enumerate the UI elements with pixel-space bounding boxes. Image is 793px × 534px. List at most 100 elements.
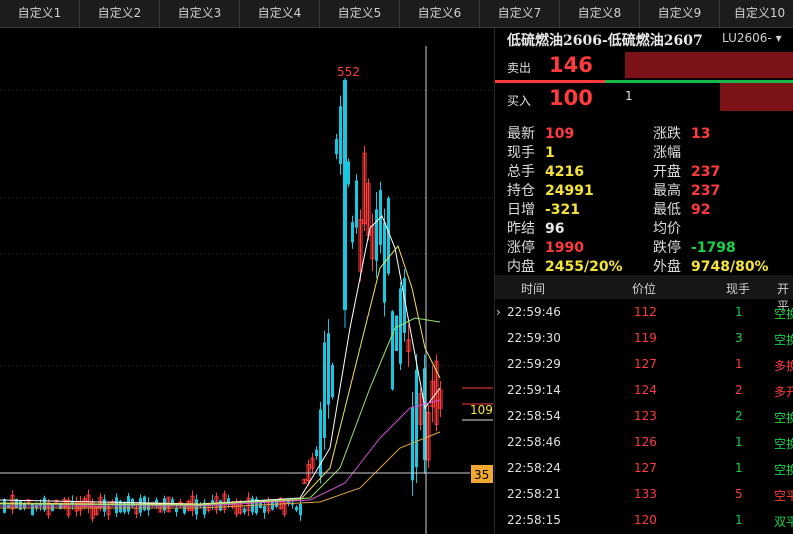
trade-row[interactable]: 22:58:15 120 1 双平 <box>495 507 793 533</box>
candle-body <box>10 494 15 510</box>
trade-row[interactable]: 22:58:54 123 2 空换 <box>495 403 793 429</box>
trade-price: 120 <box>634 513 657 527</box>
ask-row[interactable]: 卖出 146 2 <box>495 50 793 82</box>
candle-body <box>219 500 222 511</box>
candle-body <box>271 501 274 510</box>
bid-row[interactable]: 买入 100 1 <box>495 83 793 115</box>
stat-label: 现手 <box>507 145 535 161</box>
chart-canvas[interactable]: 552 109 35 <box>0 28 493 534</box>
tab-custom-3[interactable]: 自定义3 <box>160 0 240 27</box>
trade-row[interactable]: 22:59:14 124 2 多开 <box>495 377 793 403</box>
trade-row[interactable]: 22:58:46 126 1 空换 <box>495 429 793 455</box>
peak-price-label: 552 <box>337 65 360 79</box>
candle-body <box>418 393 423 425</box>
candle-body <box>319 409 322 477</box>
bid-price: 100 <box>549 86 593 110</box>
ask-label: 卖出 <box>507 61 532 75</box>
candle-body <box>175 508 178 513</box>
stat-value: 2455/20% <box>545 259 623 275</box>
trade-price: 126 <box>634 435 657 449</box>
candle-body <box>255 498 258 514</box>
tab-bar: 自定义1 自定义2 自定义3 自定义4 自定义5 自定义6 自定义7 自定义8 自定义9 自定义1… <box>0 0 793 28</box>
stat-value: 1 <box>545 145 555 161</box>
candle-body <box>211 500 214 505</box>
candle-body <box>31 504 34 516</box>
stat-stats_right-2: 开盘 237 <box>653 161 720 181</box>
candle-body <box>387 198 390 274</box>
candle-body <box>246 497 251 512</box>
candle-body <box>243 508 246 513</box>
header-time: 时间 <box>521 282 546 296</box>
bid-qty: 1 <box>625 89 633 103</box>
candle-body <box>335 139 338 155</box>
candle-body <box>355 180 358 228</box>
trades-list[interactable]: › 22:59:46 112 1 空换 22:59:30 119 3 空换 22:59:29 127… <box>495 299 793 534</box>
stat-stats_right-7: 外盘 9748/80% <box>653 256 769 276</box>
tab-custom-7[interactable]: 自定义7 <box>480 0 560 27</box>
trade-row[interactable]: › 22:59:46 112 1 空换 <box>495 299 793 325</box>
candle-body <box>195 499 198 515</box>
candle-body <box>423 368 426 460</box>
trade-vol: 1 <box>735 305 743 319</box>
trade-row[interactable]: 22:58:21 133 5 空平 <box>495 481 793 507</box>
tab-custom-5[interactable]: 自定义5 <box>320 0 400 27</box>
candle-body <box>406 339 411 352</box>
level-tag-label: 35 <box>474 468 489 482</box>
stat-label: 涨停 <box>507 240 535 256</box>
candle-body <box>263 505 266 513</box>
trade-row[interactable]: 22:59:29 127 1 多换 <box>495 351 793 377</box>
trade-time: 22:58:24 <box>507 461 561 475</box>
bid-ask-ratio-green <box>605 80 793 83</box>
candle-body <box>411 407 414 481</box>
trade-time: 22:58:15 <box>507 513 561 527</box>
stat-label: 外盘 <box>653 259 681 275</box>
stat-stats_left-5: 昨结 96 <box>507 218 564 238</box>
candle-body <box>351 222 354 243</box>
candle-body <box>302 478 307 485</box>
header-price: 价位 <box>632 282 657 296</box>
contract-title-row: 低硫燃油2606-低硫燃油2607 LU2606- ▾ <box>495 28 793 50</box>
candle-body <box>391 311 394 390</box>
trade-price: 133 <box>634 487 657 501</box>
candle-body <box>347 161 350 185</box>
stat-value: 92 <box>691 202 711 218</box>
tab-custom-10[interactable]: 自定义10 <box>720 0 793 27</box>
candle-body <box>158 504 163 513</box>
stat-stats_left-1: 现手 1 <box>507 142 555 162</box>
candle-body <box>227 498 230 505</box>
tab-custom-1[interactable]: 自定义1 <box>0 0 80 27</box>
candle-body <box>310 457 315 469</box>
trade-row[interactable]: 22:58:24 127 1 空换 <box>495 455 793 481</box>
candle-body <box>115 497 118 514</box>
ask-volume-bar <box>625 52 793 78</box>
stat-label: 跌停 <box>653 240 681 256</box>
stat-value: 13 <box>691 126 711 142</box>
candle-body <box>327 333 330 405</box>
stat-value: 237 <box>691 164 721 180</box>
trade-type: 空换 <box>774 307 793 321</box>
tab-custom-2[interactable]: 自定义2 <box>80 0 160 27</box>
candle-body <box>295 507 298 511</box>
stat-label: 总手 <box>507 164 535 180</box>
tab-custom-9[interactable]: 自定义9 <box>640 0 720 27</box>
stat-label: 最高 <box>653 183 681 199</box>
candle-body <box>183 506 186 514</box>
ask-price: 146 <box>549 53 593 77</box>
trade-time: 22:59:46 <box>507 305 561 319</box>
tab-custom-8[interactable]: 自定义8 <box>560 0 640 27</box>
stat-value: 4216 <box>545 164 584 180</box>
trade-price: 127 <box>634 461 657 475</box>
tab-custom-6[interactable]: 自定义6 <box>400 0 480 27</box>
trade-type: 空换 <box>774 411 793 425</box>
tab-custom-4[interactable]: 自定义4 <box>240 0 320 27</box>
trade-time: 22:58:54 <box>507 409 561 423</box>
ma-green-line <box>0 317 441 506</box>
bid-volume-bar <box>720 83 793 111</box>
candle-body <box>90 501 95 519</box>
candlestick-chart[interactable]: 552 109 35 <box>0 28 493 534</box>
stat-stats_left-4: 日增 -321 <box>507 199 580 219</box>
contract-code-select[interactable]: LU2606- ▾ <box>722 31 782 45</box>
stat-stats_right-5: 均价 <box>653 218 691 238</box>
quote-panel: 低硫燃油2606-低硫燃油2607 LU2606- ▾ 卖出 146 2 买入 … <box>494 28 793 534</box>
trade-row[interactable]: 22:59:30 119 3 空换 <box>495 325 793 351</box>
